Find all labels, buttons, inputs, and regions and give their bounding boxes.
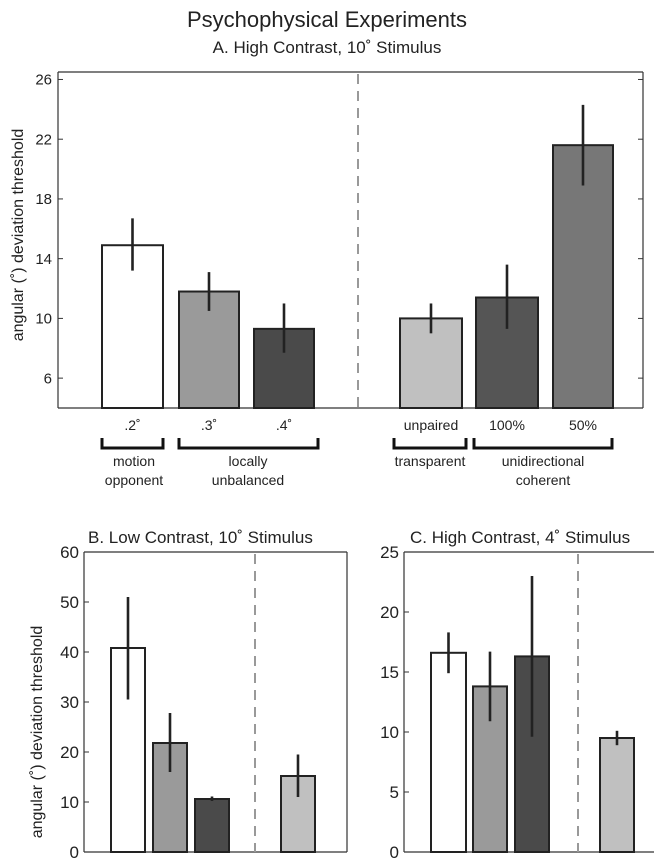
chart-b-ytick-label: 40 bbox=[60, 643, 79, 662]
chart-a-tick-label: 50% bbox=[569, 417, 597, 433]
chart-c-ytick-label: 10 bbox=[380, 723, 399, 742]
chart-b-ytick-label: 30 bbox=[60, 693, 79, 712]
chart-a-tick-label: .2˚ bbox=[124, 417, 140, 433]
chart-c-ytick-label: 15 bbox=[380, 663, 399, 682]
chart-a-group-label: transparent bbox=[395, 453, 466, 469]
chart-a-bar bbox=[552, 144, 614, 409]
chart-a-ytick-label: 14 bbox=[35, 251, 52, 268]
chart-b-ylabel: angular (˚) deviation threshold bbox=[29, 626, 46, 839]
chart-a-tick-label: 100% bbox=[489, 417, 525, 433]
chart-b-title: B. Low Contrast, 10˚ Stimulus bbox=[88, 528, 313, 547]
chart-a-tick-label: .4˚ bbox=[276, 417, 292, 433]
chart-a-group-label: coherent bbox=[516, 472, 571, 488]
chart-a-ytick-label: 22 bbox=[35, 131, 52, 148]
chart-a-tick-label: unpaired bbox=[404, 417, 459, 433]
chart-c-title: C. High Contrast, 4˚ Stimulus bbox=[410, 528, 630, 547]
chart-c-bar bbox=[430, 651, 467, 853]
chart-c-ytick-label: 25 bbox=[380, 543, 399, 562]
chart-a-ytick-label: 6 bbox=[44, 370, 52, 387]
chart-b-ytick-label: 10 bbox=[60, 793, 79, 812]
chart-c-ytick-label: 5 bbox=[390, 783, 399, 802]
figure-title: Psychophysical Experiments bbox=[187, 7, 467, 32]
chart-b-ytick-label: 20 bbox=[60, 743, 79, 762]
chart-a-group-label: locally bbox=[229, 453, 268, 469]
chart-a-group-bracket bbox=[100, 438, 165, 450]
chart-a-ylabel: angular (˚) deviation threshold bbox=[10, 129, 27, 342]
chart-a-group-label: opponent bbox=[105, 472, 164, 488]
chart-a-ytick-label: 10 bbox=[35, 311, 52, 328]
chart-c-ytick-label: 20 bbox=[380, 603, 399, 622]
chart-a-title: A. High Contrast, 10˚ Stimulus bbox=[213, 38, 442, 57]
chart-a-group-bracket bbox=[472, 438, 614, 450]
chart-a-ytick-label: 18 bbox=[35, 191, 52, 208]
chart-c-ytick-label: 0 bbox=[390, 843, 399, 858]
chart-a-group-bracket bbox=[392, 438, 468, 450]
chart-b-ytick-label: 60 bbox=[60, 543, 79, 562]
chart-a-bar bbox=[101, 244, 164, 409]
chart-b-bar bbox=[194, 798, 230, 853]
chart-b-ytick-label: 50 bbox=[60, 593, 79, 612]
chart-b-ytick-label: 0 bbox=[70, 843, 79, 858]
chart-a-group-label: motion bbox=[113, 453, 155, 469]
chart-a-group-bracket bbox=[177, 438, 320, 450]
chart-c-bar bbox=[599, 737, 635, 853]
chart-a-ytick-label: 26 bbox=[35, 72, 52, 89]
chart-a-group-label: unbalanced bbox=[212, 472, 284, 488]
chart-a-group-label: unidirectional bbox=[502, 453, 585, 469]
chart-a-tick-label: .3˚ bbox=[201, 417, 217, 433]
